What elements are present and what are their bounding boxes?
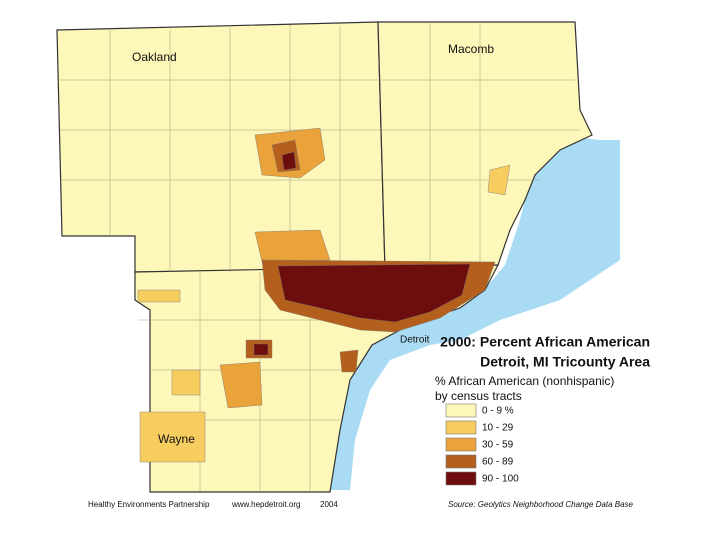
city-label: Detroit — [400, 335, 430, 346]
tract-patch — [219, 361, 263, 409]
tract-patch — [171, 369, 201, 396]
tract-patch — [281, 151, 297, 171]
county-label: Wayne — [158, 432, 195, 446]
legend-title: % African American (nonhispanic) — [435, 374, 614, 388]
legend-label: 30 - 59 — [482, 440, 514, 451]
legend-swatch — [445, 454, 477, 469]
legend-title: by census tracts — [435, 389, 522, 403]
tract-patch — [139, 411, 206, 463]
legend-swatch — [445, 403, 477, 418]
oakland-county — [56, 21, 386, 273]
map-title: 2000: Percent African American — [440, 334, 650, 350]
tract-patch — [339, 349, 359, 373]
tract-patch — [277, 263, 471, 323]
footer-text: www.hepdetroit.org — [231, 500, 300, 509]
legend: % African American (nonhispanic) by cens… — [435, 374, 614, 486]
water — [330, 135, 620, 490]
legend-label: 90 - 100 — [482, 474, 519, 485]
footer-text: 2004 — [320, 500, 338, 509]
footer-source: Source: Geolytics Neighborhood Change Da… — [448, 500, 634, 509]
legend-swatch — [445, 471, 477, 486]
map-title: Detroit, MI Tricounty Area — [480, 354, 650, 370]
legend-label: 10 - 29 — [482, 423, 514, 434]
tract-patch — [253, 343, 269, 356]
legend-label: 0 - 9 % — [482, 406, 514, 417]
legend-swatch — [445, 437, 477, 452]
tract-shading — [137, 127, 511, 463]
footer-text: Healthy Environments Partnership — [88, 500, 210, 509]
tract-patch — [487, 164, 511, 196]
tract-patch — [137, 289, 181, 303]
county-label: Oakland — [132, 50, 177, 64]
legend-label: 60 - 89 — [482, 457, 514, 468]
legend-swatch — [445, 420, 477, 435]
tract-patch — [254, 229, 331, 263]
county-label: Macomb — [448, 42, 494, 56]
